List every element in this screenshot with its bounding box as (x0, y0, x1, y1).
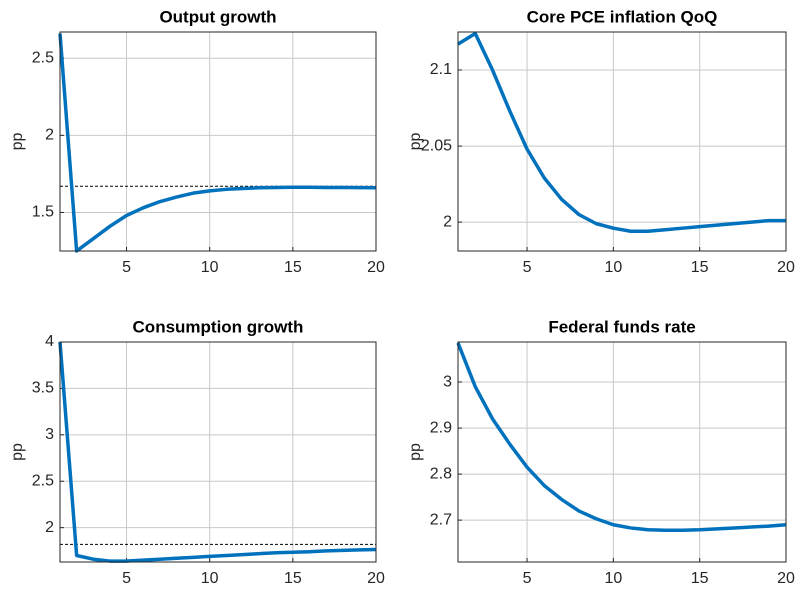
x-tick-label: 10 (201, 570, 219, 587)
y-tick-label: 3.5 (32, 380, 54, 397)
y-tick-label: 1.5 (32, 204, 54, 221)
y-tick-label: 2.9 (430, 419, 452, 436)
x-tick-label: 20 (367, 259, 385, 276)
plot-area (60, 32, 376, 251)
y-tick-label: 2 (45, 519, 54, 536)
y-tick-label: 2.7 (430, 511, 452, 528)
x-tick-label: 5 (523, 570, 532, 587)
y-axis-label: pp (407, 133, 424, 151)
y-axis-label: pp (407, 443, 424, 461)
y-tick-label: 2.1 (430, 61, 452, 78)
axes-box (59, 31, 377, 252)
y-tick-label: 4 (45, 333, 54, 350)
y-tick-label: 3 (45, 426, 54, 443)
x-tick-label: 5 (122, 259, 131, 276)
axes-box (457, 341, 787, 563)
x-tick-label: 15 (284, 259, 302, 276)
line-series (58, 33, 377, 253)
y-tick-label: 2.5 (32, 472, 54, 489)
y-axis-label: pp (9, 133, 26, 151)
y-tick-label: 2.5 (32, 49, 54, 66)
x-tick-label: 5 (523, 259, 532, 276)
line-series (456, 342, 787, 532)
line-series (58, 341, 377, 563)
plot-area (458, 32, 786, 251)
x-tick-label: 10 (201, 259, 219, 276)
x-tick-label: 15 (691, 570, 709, 587)
y-tick-label: 2.05 (421, 137, 452, 154)
x-tick-label: 20 (367, 570, 385, 587)
y-tick-label: 2.8 (430, 465, 452, 482)
x-tick-label: 20 (777, 570, 795, 587)
x-tick-label: 10 (604, 570, 622, 587)
x-tick-label: 15 (691, 259, 709, 276)
chart-title: Output growth (159, 7, 276, 26)
y-tick-label: 2 (443, 213, 452, 230)
y-axis-label: pp (9, 443, 26, 461)
x-tick-label: 5 (122, 570, 131, 587)
y-tick-label: 3 (443, 373, 452, 390)
line-series (457, 31, 786, 233)
x-tick-label: 20 (777, 259, 795, 276)
axes-box (457, 31, 787, 252)
axes-box (59, 341, 377, 563)
chart-title: Federal funds rate (548, 317, 695, 336)
plot-area (60, 342, 376, 562)
chart-title: Core PCE inflation QoQ (527, 7, 718, 26)
x-tick-label: 15 (284, 570, 302, 587)
x-tick-label: 10 (604, 259, 622, 276)
chart-title: Consumption growth (133, 317, 304, 336)
y-tick-label: 2 (45, 127, 54, 144)
